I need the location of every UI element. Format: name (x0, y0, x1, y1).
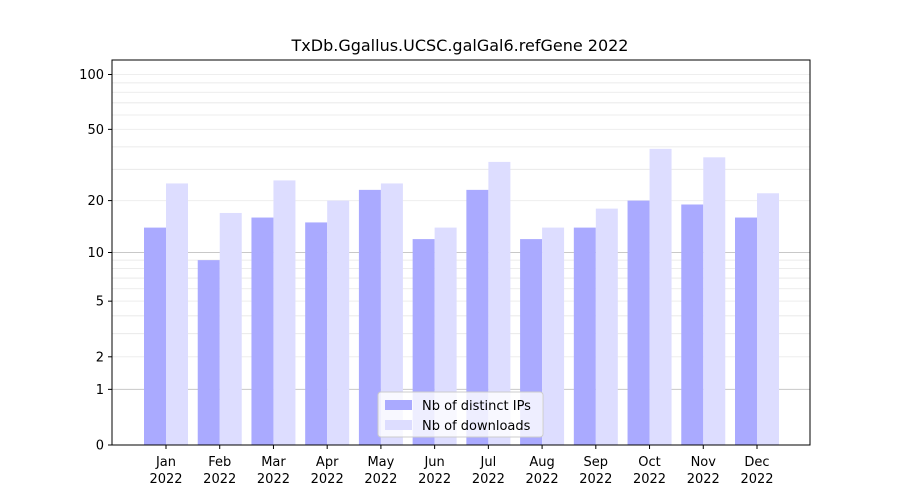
legend-label: Nb of downloads (422, 419, 531, 434)
bar (144, 227, 166, 445)
bars (144, 148, 779, 446)
bar (219, 212, 242, 445)
legend-label: Nb of distinct IPs (422, 399, 531, 414)
bar (681, 204, 704, 445)
y-tick-label: 100 (79, 68, 104, 83)
x-tick-label: Feb 2022 (203, 455, 236, 487)
legend-swatch (385, 400, 412, 410)
bar (380, 183, 403, 445)
bar (273, 180, 296, 446)
bar (358, 189, 381, 445)
legend: Nb of distinct IPs Nb of downloads (377, 391, 544, 438)
x-tick-label: Aug 2022 (526, 455, 559, 487)
y-tick-label: 50 (87, 123, 104, 138)
y-tick-label: 10 (87, 246, 104, 261)
bar (166, 183, 188, 445)
x-tick-label: Jan 2022 (149, 455, 182, 487)
bar (197, 260, 220, 445)
bar (488, 161, 511, 445)
y-tick-label: 2 (96, 350, 104, 365)
chart-title: TxDb.Ggallus.UCSC.galGal6.refGene 2022 (291, 36, 629, 55)
bar (735, 217, 757, 445)
x-tick-label: Mar 2022 (257, 455, 290, 487)
bar (757, 193, 779, 445)
axes: Jan 2022 Feb 2022 Mar 2022 Apr 2022 May 2022 Jun 20… (79, 59, 811, 487)
bar (649, 148, 672, 445)
legend-swatch (385, 420, 412, 430)
x-tick-label: Sep 2022 (579, 455, 612, 487)
bar (434, 227, 457, 445)
x-tick-label: Jun 2022 (418, 455, 451, 487)
bar (542, 227, 565, 445)
x-tick-label: Nov 2022 (687, 455, 720, 487)
bar (573, 227, 596, 445)
y-tick-label: 5 (96, 295, 104, 310)
x-tick-label: Dec 2022 (740, 455, 773, 487)
legend-box (377, 391, 544, 438)
x-tick-label: Jul 2022 (472, 455, 505, 487)
y-tick-label: 0 (96, 439, 104, 454)
bar (327, 200, 350, 445)
bar (305, 222, 328, 445)
bar (466, 189, 489, 445)
x-tick-label: Apr 2022 (311, 455, 344, 487)
x-tick-label: Oct 2022 (633, 455, 666, 487)
x-tick-label: May 2022 (364, 455, 397, 487)
bar (703, 157, 726, 445)
y-tick-label: 20 (87, 194, 104, 209)
bar (251, 217, 274, 445)
bar (595, 208, 618, 445)
bar (627, 200, 650, 445)
y-tick-label: 1 (96, 383, 104, 398)
